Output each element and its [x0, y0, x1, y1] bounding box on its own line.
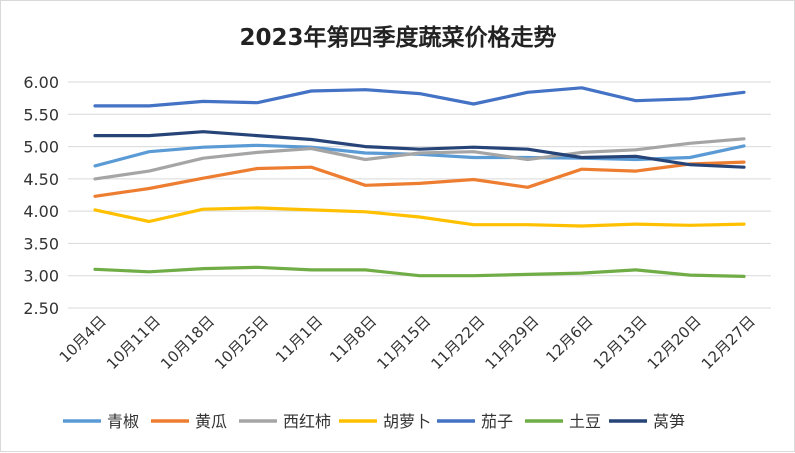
x-tick-label: 10月25日 [211, 312, 272, 373]
y-tick-label: 5.50 [23, 105, 59, 124]
x-tick-label: 11月22日 [427, 312, 488, 373]
legend-label: 茄子 [481, 412, 513, 431]
legend-label: 青椒 [107, 412, 139, 431]
series-lines [93, 86, 746, 278]
y-tick-label: 4.00 [23, 202, 59, 221]
series-line-西红柿 [93, 137, 746, 181]
series-line-胡萝卜 [93, 206, 746, 228]
x-tick-label: 11月8日 [326, 312, 380, 366]
y-tick-label: 4.50 [23, 170, 59, 189]
x-tick-label: 12月13日 [590, 312, 651, 373]
series-line-土豆 [93, 265, 746, 278]
x-tick-label: 11月1日 [272, 312, 326, 366]
legend-label: 莴笋 [653, 412, 685, 431]
legend-label: 胡萝卜 [383, 412, 431, 431]
series-line-黄瓜 [93, 160, 746, 198]
series-line-茄子 [93, 86, 746, 108]
y-tick-label: 6.00 [23, 73, 59, 92]
grid-lines [68, 81, 771, 309]
x-tick-label: 11月15日 [373, 312, 434, 373]
y-tick-label: 5.00 [23, 138, 59, 157]
y-tick-label: 3.00 [23, 267, 59, 286]
legend-label: 西红柿 [283, 412, 331, 431]
x-tick-label: 12月6日 [542, 312, 596, 366]
legend-label: 黄瓜 [195, 412, 227, 431]
x-tick-label: 12月27日 [698, 312, 759, 373]
y-tick-label: 3.50 [23, 234, 59, 253]
legend: 青椒 黄瓜 西红柿 胡萝卜 茄子 土豆 莴笋 [63, 412, 685, 431]
legend-label: 土豆 [569, 412, 601, 431]
x-tick-label: 10月18日 [157, 312, 218, 373]
chart-title: 2023年第四季度蔬菜价格走势 [239, 24, 556, 51]
y-tick-label: 2.50 [23, 299, 59, 318]
series-line-莴笋 [93, 130, 746, 169]
x-tick-label: 11月29日 [482, 312, 543, 373]
x-tick-label: 10月4日 [56, 312, 110, 366]
x-tick-label: 10月11日 [103, 312, 164, 373]
x-tick-label: 12月20日 [644, 312, 705, 373]
